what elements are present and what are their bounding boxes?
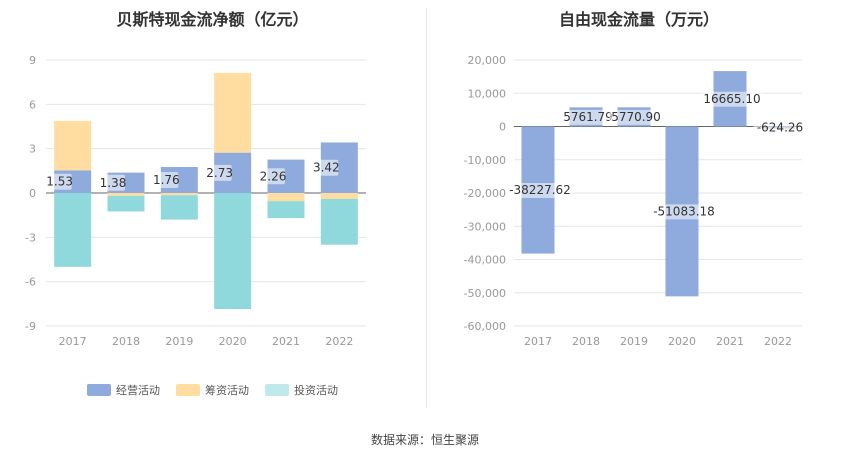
data-label-bg xyxy=(650,204,718,220)
legend-swatch xyxy=(265,384,289,396)
bar-segment xyxy=(267,193,305,202)
x-tick-label: 2020 xyxy=(219,335,247,348)
data-label: 1.38 xyxy=(100,176,127,190)
free-cash-flow-chart: 自由现金流量（万元） -60,000 -50,000 -40,000 -30,000-… xyxy=(428,0,850,410)
data-label-bg xyxy=(314,159,339,176)
y-tick-label: -40,000 xyxy=(464,254,506,267)
y-tick-label: -10,000 xyxy=(464,154,506,167)
cash-flow-chart: 贝斯特现金流净额（亿元） -9 -6 -3 0 3 6 9 1.53 2017 1.38 2018 1… xyxy=(0,0,425,410)
bar-segment xyxy=(160,195,198,220)
cash-flow-plot: -9 -6 -3 0 3 6 9 1.53 2017 1.38 2018 1.76 2019 2.73 20… xyxy=(25,54,366,348)
free-cash-flow-plot: -60,000 -50,000 -40,000 -30,000 -20,000 -10,0… xyxy=(464,54,807,348)
bar-segment xyxy=(54,120,92,171)
chart-title: 自由现金流量（万元） xyxy=(558,10,719,29)
legend-item-investing[interactable]: 投资活动 xyxy=(265,382,338,398)
bar-segment xyxy=(160,193,198,196)
bar-segment xyxy=(54,193,92,267)
legend-label: 经营活动 xyxy=(116,384,160,397)
y-tick-label: 3 xyxy=(29,143,36,156)
y-tick-label: -20,000 xyxy=(464,187,506,200)
legend-label: 筹资活动 xyxy=(205,384,249,397)
legend-item-operating[interactable]: 经营活动 xyxy=(87,382,160,398)
data-label: 1.76 xyxy=(153,173,180,187)
x-tick-label: 2018 xyxy=(112,335,140,348)
bar-segment xyxy=(320,198,358,245)
data-label: 5770.90 xyxy=(611,110,661,124)
bar-segment xyxy=(107,193,145,196)
x-tick-label: 2021 xyxy=(272,335,300,348)
data-label-bg xyxy=(261,168,285,185)
data-label-bg xyxy=(207,164,232,181)
x-tick-label: 2017 xyxy=(524,335,552,348)
x-tick-label: 2019 xyxy=(165,335,193,348)
y-tick-label: 0 xyxy=(499,121,506,134)
data-label-bg xyxy=(154,171,179,188)
x-tick-label: 2017 xyxy=(59,335,87,348)
y-tick-label: 0 xyxy=(29,187,36,200)
y-tick-label: -30,000 xyxy=(464,220,506,233)
y-tick-label: 6 xyxy=(29,98,36,111)
data-label-bg xyxy=(561,109,615,125)
x-tick-label: 2021 xyxy=(716,335,744,348)
x-tick-label: 2022 xyxy=(764,335,792,348)
bar-segment xyxy=(214,193,252,310)
y-tick-label: 10,000 xyxy=(468,87,507,100)
x-tick-label: 2020 xyxy=(668,335,696,348)
x-tick-label: 2022 xyxy=(325,335,353,348)
data-label: 2.26 xyxy=(260,169,287,183)
y-tick-label: 9 xyxy=(29,54,36,67)
y-tick-label: -3 xyxy=(25,231,36,244)
data-source: 数据来源：恒生聚源 xyxy=(370,433,479,447)
data-label-bg xyxy=(609,109,663,125)
chart-title: 贝斯特现金流净额（亿元） xyxy=(116,10,309,29)
data-label-bg xyxy=(47,173,72,190)
x-tick-label: 2019 xyxy=(620,335,648,348)
data-label-bg xyxy=(101,174,125,191)
bar-segment xyxy=(107,195,145,212)
data-label-bg xyxy=(702,91,762,107)
data-label: -38227.62 xyxy=(509,183,571,197)
legend-swatch xyxy=(176,384,200,396)
legend-label: 投资活动 xyxy=(294,384,338,397)
divider xyxy=(426,8,427,408)
y-tick-label: -50,000 xyxy=(464,287,506,300)
legend: 经营活动 筹资活动 投资活动 xyxy=(0,382,425,398)
bar-segment xyxy=(214,72,252,153)
data-label: 1.53 xyxy=(46,175,73,189)
legend-item-financing[interactable]: 筹资活动 xyxy=(176,382,249,398)
data-label: 2.73 xyxy=(206,166,233,180)
x-tick-label: 2018 xyxy=(572,335,600,348)
data-label: 16665.10 xyxy=(703,92,760,106)
y-tick-label: 20,000 xyxy=(468,54,507,67)
bar-segment xyxy=(320,193,358,199)
bar-segment xyxy=(267,201,305,219)
data-label: -624.26 xyxy=(757,121,803,135)
data-label: -51083.18 xyxy=(653,204,715,218)
data-label: 5761.79 xyxy=(563,110,613,124)
data-label: 3.42 xyxy=(313,161,340,175)
data-label-bg xyxy=(506,183,574,199)
y-tick-label: -9 xyxy=(25,320,36,333)
data-label-bg xyxy=(753,120,807,136)
y-tick-label: -6 xyxy=(25,276,36,289)
legend-swatch xyxy=(87,384,111,396)
y-tick-label: -60,000 xyxy=(464,320,506,333)
